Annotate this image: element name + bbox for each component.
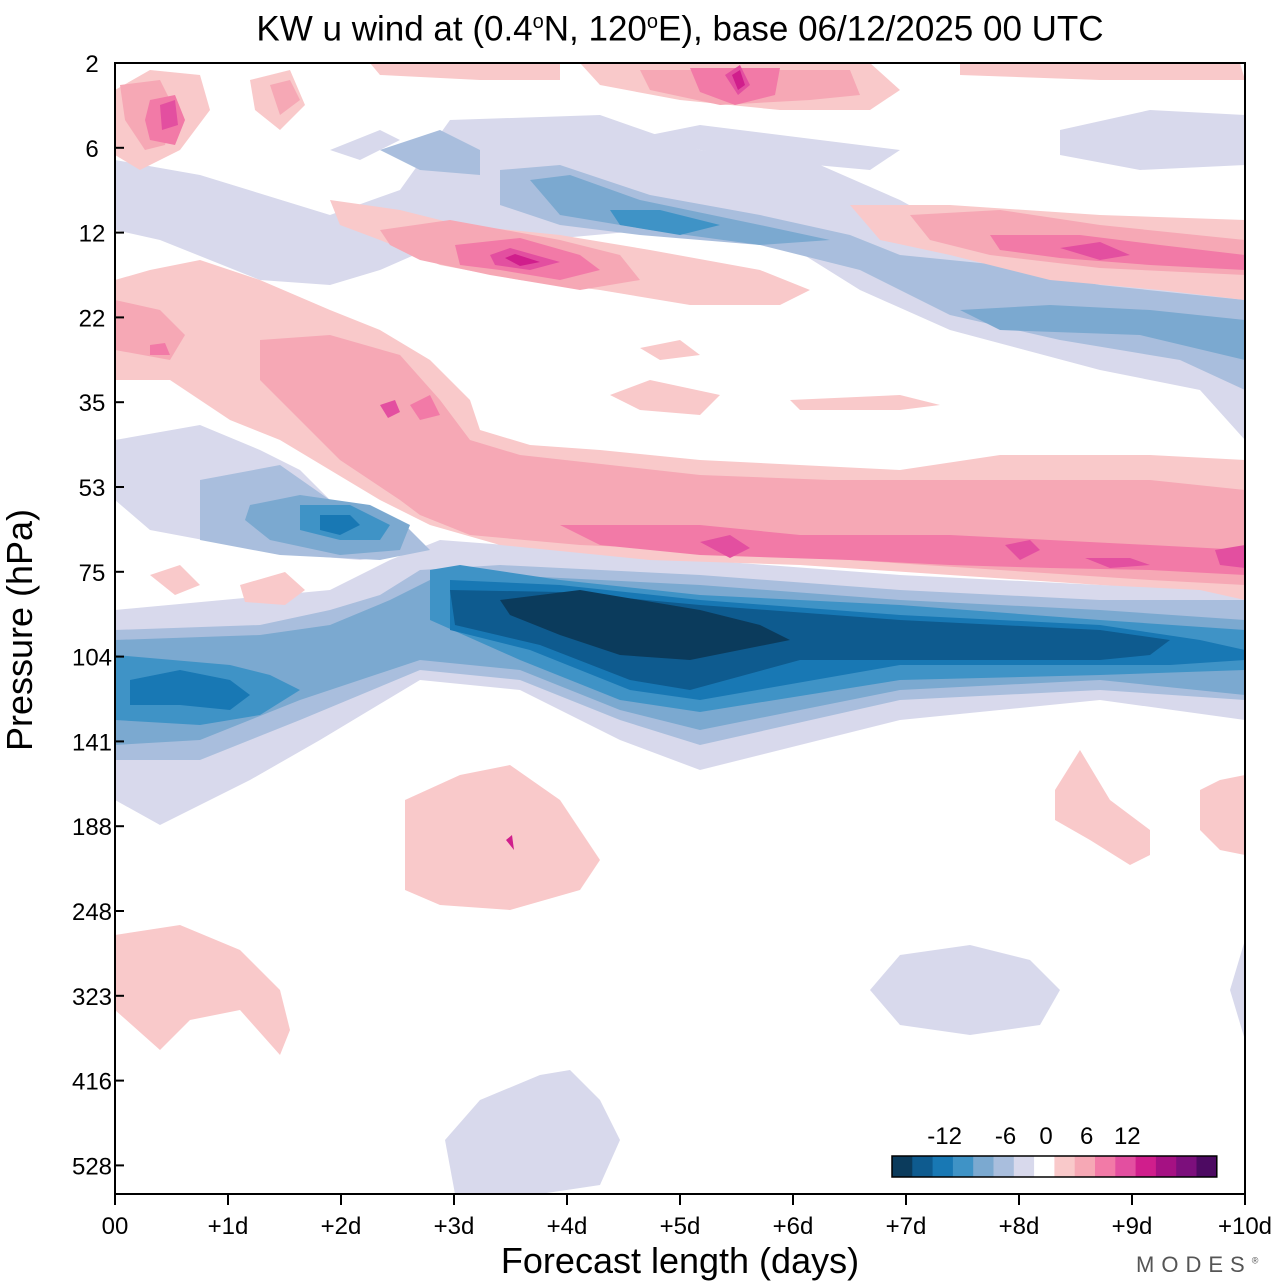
contour-region xyxy=(240,572,305,605)
x-tick-label: +8d xyxy=(999,1213,1040,1240)
contour-region xyxy=(790,395,940,410)
x-tick-label: +4d xyxy=(547,1213,588,1240)
contour-region xyxy=(260,335,1245,585)
colorbar-swatch xyxy=(1095,1156,1116,1177)
x-tick-label: +6d xyxy=(773,1213,814,1240)
y-tick-label: 104 xyxy=(72,645,112,672)
x-axis-label: Forecast length (days) xyxy=(500,1240,860,1281)
x-tick-label: +10d xyxy=(1218,1213,1272,1240)
y-tick-label: 53 xyxy=(79,475,106,502)
contour-region xyxy=(650,125,900,170)
colorbar-swatch xyxy=(1054,1156,1076,1177)
y-tick-label: 75 xyxy=(79,560,106,587)
contour-region xyxy=(530,175,830,245)
y-tick-label: 22 xyxy=(79,305,106,332)
x-axis: 00 +1d +2d +3d +4d +5d +6d +7d +8d +9d +10d xyxy=(102,1194,1272,1240)
contour-region xyxy=(1005,540,1040,560)
contour-region xyxy=(330,130,400,160)
colorbar-label: -6 xyxy=(995,1123,1016,1150)
chart-title: KW u wind at (0.4oN, 120oE), base 06/12/… xyxy=(256,9,1104,49)
x-tick-label: +2d xyxy=(321,1213,362,1240)
y-tick-label: 35 xyxy=(79,390,106,417)
colorbar-swatch xyxy=(1155,1156,1177,1177)
y-tick-label: 141 xyxy=(72,729,112,756)
colorbar-swatch xyxy=(1013,1156,1035,1177)
contour-region xyxy=(115,925,290,1055)
contour-region xyxy=(1060,110,1245,170)
colorbar-swatch xyxy=(973,1156,994,1177)
contour-region xyxy=(1060,242,1130,260)
contour-region xyxy=(506,835,514,850)
y-tick-label: 323 xyxy=(72,984,112,1011)
colorbar-swatch xyxy=(952,1156,974,1177)
y-tick-label: 188 xyxy=(72,814,112,841)
colorbar-swatch xyxy=(1034,1156,1055,1177)
contour-region xyxy=(870,945,1060,1035)
colorbar-label: 12 xyxy=(1114,1123,1141,1150)
y-tick-label: 6 xyxy=(85,136,98,163)
colorbar-label: 6 xyxy=(1080,1123,1093,1150)
y-tick-label: 12 xyxy=(79,221,106,248)
x-tick-label: +1d xyxy=(208,1213,249,1240)
contour-region xyxy=(1085,558,1150,568)
contour-region xyxy=(445,1070,620,1194)
contour-region xyxy=(380,400,400,418)
x-tick-label: +9d xyxy=(1112,1213,1153,1240)
contour-region xyxy=(732,70,745,90)
contour-region xyxy=(115,300,185,360)
x-tick-label: +5d xyxy=(660,1213,701,1240)
y-tick-label: 528 xyxy=(72,1153,112,1180)
x-tick-label: +3d xyxy=(434,1213,475,1240)
modes-logo: MODES® xyxy=(1136,1252,1259,1277)
y-tick-label: 2 xyxy=(85,51,98,78)
contour-region xyxy=(320,515,360,535)
contour-region xyxy=(150,343,170,355)
colorbar-label: -12 xyxy=(927,1123,962,1150)
contour-region xyxy=(160,100,178,130)
contour-region xyxy=(410,395,440,420)
colorbar-label: 0 xyxy=(1039,1123,1052,1150)
y-axis-label: Pressure (hPa) xyxy=(0,508,40,752)
contour-region xyxy=(505,254,540,266)
contour-region xyxy=(960,63,1245,80)
y-tick-label: 248 xyxy=(72,899,112,926)
colorbar-swatch xyxy=(892,1156,913,1177)
contour-field xyxy=(115,63,1245,1194)
y-axis: 2 6 12 22 35 53 75 104 141 188 248 323 416 528 xyxy=(72,51,124,1180)
colorbar-swatch xyxy=(1115,1156,1137,1177)
contour-region xyxy=(370,63,560,80)
contour-region xyxy=(130,670,250,710)
contour-region xyxy=(610,380,720,415)
contour-region xyxy=(610,210,720,235)
colorbar-frame xyxy=(891,1155,1218,1178)
contour-region xyxy=(115,115,1245,440)
contour-region xyxy=(150,565,200,595)
colorbar-swatch xyxy=(993,1156,1015,1177)
contour-region xyxy=(405,765,600,910)
y-tick-label: 416 xyxy=(72,1069,112,1096)
colorbar-swatch xyxy=(932,1156,954,1177)
contour-region xyxy=(1215,545,1245,568)
contour-region xyxy=(1230,940,1245,1040)
contour-region xyxy=(700,535,750,558)
contour-region xyxy=(1200,775,1245,855)
colorbar-swatch xyxy=(1176,1156,1197,1177)
colorbar-swatch xyxy=(1074,1156,1096,1177)
colorbar-swatch xyxy=(1135,1156,1157,1177)
contour-region xyxy=(960,305,1245,360)
contour-region xyxy=(640,340,700,360)
x-tick-label: +7d xyxy=(886,1213,927,1240)
x-tick-label: 00 xyxy=(102,1213,129,1240)
contour-region xyxy=(1055,750,1150,865)
colorbar-swatch xyxy=(1196,1156,1218,1177)
contour-region xyxy=(270,80,300,115)
contour-region xyxy=(500,590,790,660)
colorbar: -12 -6 0 6 12 xyxy=(891,1123,1218,1178)
contour-region xyxy=(380,130,480,175)
colorbar-swatch xyxy=(912,1156,934,1177)
